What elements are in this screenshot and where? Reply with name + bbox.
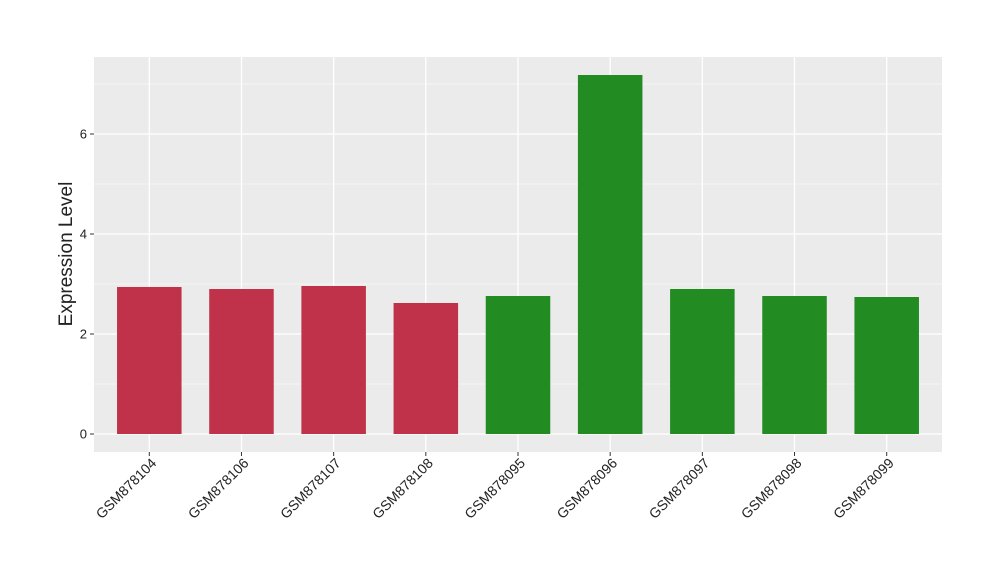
x-tick-label: GSM878096 — [553, 455, 620, 522]
y-tick-label: 2 — [80, 327, 87, 342]
bar — [393, 303, 459, 434]
y-tick-label: 4 — [80, 227, 87, 242]
x-tick-label: GSM878095 — [461, 455, 528, 522]
y-tick-label: 6 — [80, 127, 87, 142]
bar — [301, 286, 366, 434]
x-tick-label: GSM878099 — [830, 455, 897, 522]
bar — [854, 297, 919, 434]
x-tick-label: GSM878107 — [277, 455, 344, 522]
y-axis-title: Expression Level — [56, 182, 77, 327]
bar — [762, 296, 827, 434]
bar — [485, 296, 551, 434]
bar — [117, 287, 182, 434]
x-tick-label: GSM878108 — [369, 455, 436, 522]
x-tick-label: GSM878097 — [646, 455, 713, 522]
bar — [577, 75, 643, 434]
x-tick-label: GSM878104 — [93, 455, 160, 522]
x-tick-label: GSM878098 — [738, 455, 805, 522]
y-tick-label: 0 — [80, 427, 87, 442]
bar — [670, 289, 735, 434]
bar — [209, 289, 274, 434]
x-tick-label: GSM878106 — [185, 455, 252, 522]
